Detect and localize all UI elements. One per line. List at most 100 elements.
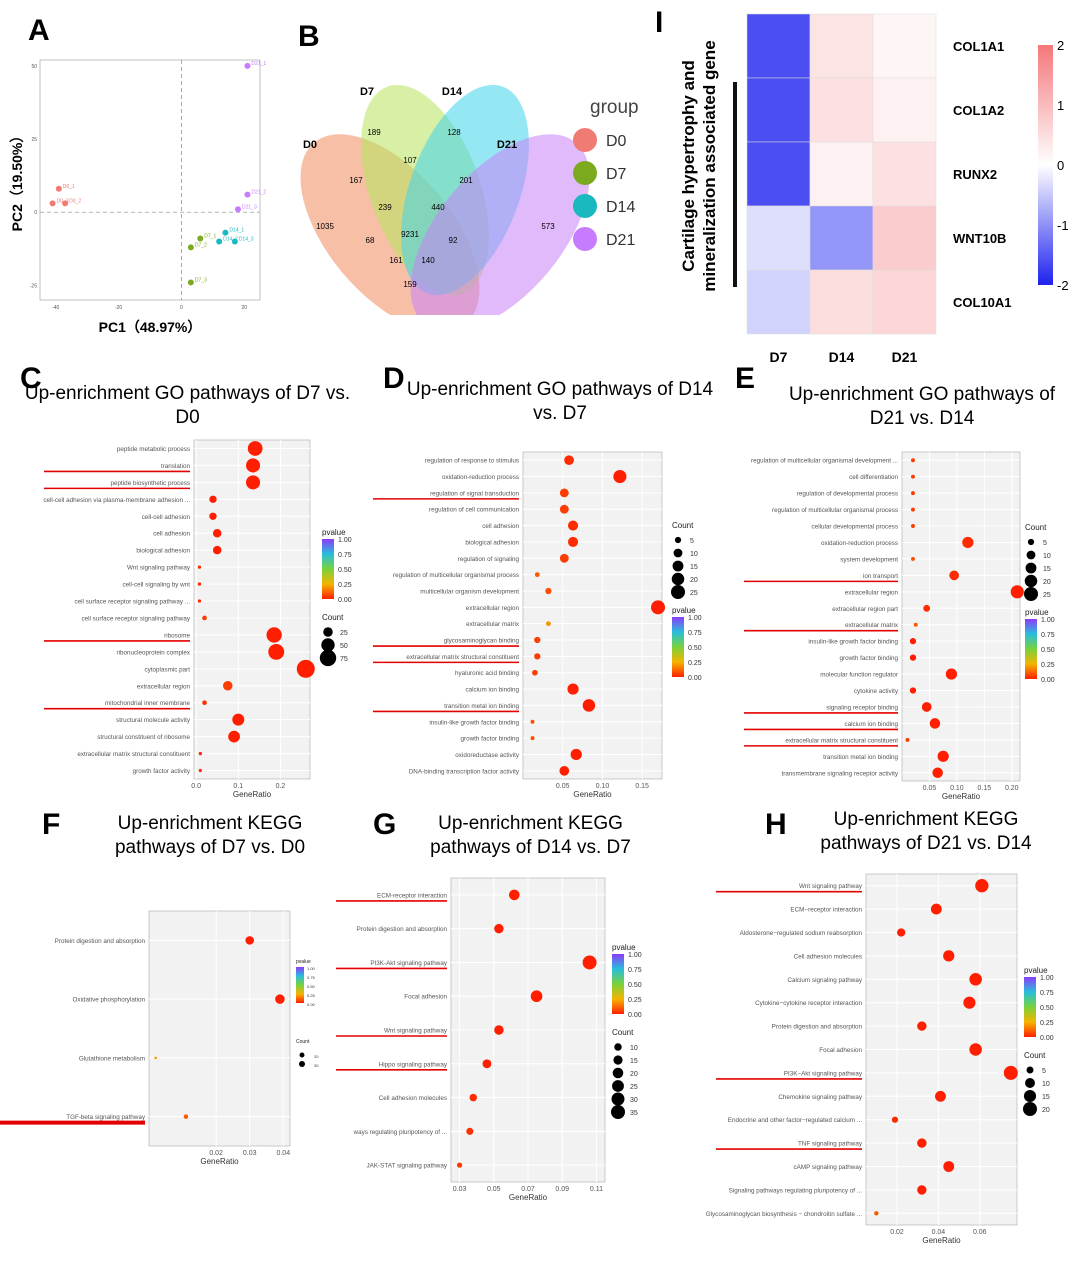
venn-legend-dot: [573, 194, 597, 218]
data-point: [212, 528, 222, 538]
heatmap-row-label: COL1A1: [953, 39, 1004, 54]
legend-count-dot: [611, 1105, 625, 1119]
pca-point: [231, 238, 238, 245]
legend-pvalue-tick: 1.00: [1041, 617, 1055, 624]
venn-region-count: 140: [421, 256, 435, 265]
venn-region-count: 128: [447, 128, 461, 137]
heatmap-row-label: RUNX2: [953, 167, 997, 182]
legend-count-dot: [614, 1043, 622, 1051]
category-label: Oxidative phosphorylation: [73, 997, 146, 1004]
data-point: [494, 1025, 504, 1035]
category-label: Signaling pathways regulating pluripoten…: [729, 1187, 863, 1194]
legend-count-label: 15: [1042, 1094, 1050, 1101]
x-tick-label: 0.20: [1005, 785, 1019, 792]
venn-region-count: 167: [349, 176, 363, 185]
category-label: Wnt signaling pathway: [127, 565, 191, 572]
y-tick: 50: [31, 64, 37, 70]
legend-pvalue-title: pvalue: [1024, 966, 1048, 975]
heatmap-cell: [809, 13, 874, 79]
legend-count-label: 20: [630, 1071, 638, 1078]
legend-pvalue-bar: [296, 967, 304, 1003]
category-label: peptide biosynthetic process: [111, 480, 190, 487]
heatmap-col-label: D21: [892, 349, 918, 365]
data-point: [935, 1090, 946, 1102]
x-tick-label: 0.2: [276, 783, 286, 790]
data-point: [910, 556, 915, 561]
pca-point-label: D0_2: [69, 198, 81, 204]
data-point: [247, 441, 263, 456]
data-point: [559, 765, 570, 776]
legend-count-dot: [321, 638, 335, 652]
category-label: regulation of multicellular organismal p…: [393, 572, 519, 579]
heatmap-row-label: COL10A1: [953, 295, 1012, 310]
legend-pvalue-tick: 0.75: [1040, 990, 1054, 997]
category-label: system development: [840, 556, 898, 563]
x-axis-label: GeneRatio: [573, 790, 612, 799]
legend-pvalue-bar: [1025, 619, 1037, 679]
data-point: [945, 668, 957, 680]
venn-region-count: 159: [403, 280, 417, 289]
legend-count-label: 10: [1042, 1081, 1050, 1088]
pca-point: [55, 185, 62, 192]
data-point: [509, 889, 520, 901]
chart-title: Up-enrichment KEGG pathways of D21 vs. D…: [820, 809, 1032, 854]
category-label: Focal adhesion: [819, 1047, 862, 1054]
pca-point: [235, 206, 241, 213]
y-tick: 25: [31, 137, 37, 143]
legend-count-title: Count: [1024, 1051, 1046, 1060]
data-point: [197, 565, 202, 569]
panel-label-e: E: [735, 362, 756, 395]
data-point: [969, 973, 982, 986]
data-point: [582, 699, 596, 712]
category-label: DNA-binding transcription factor activit…: [409, 768, 520, 775]
data-point: [534, 653, 541, 660]
legend-pvalue-tick: 0.25: [628, 997, 642, 1004]
legend-count-label: 20: [1042, 1107, 1050, 1114]
category-label: structural molecule activity: [116, 717, 191, 724]
venn-region-count: 239: [378, 203, 392, 212]
pca-point-label: D14_1: [229, 228, 244, 234]
category-label: Calcium signaling pathway: [787, 977, 862, 984]
data-point: [209, 512, 217, 520]
y-axis-label: PC2（19.50%）: [9, 129, 25, 232]
venn-region-count: 189: [367, 128, 381, 137]
legend-count-dot: [1023, 1089, 1037, 1103]
category-label: extracellular matrix structural constitu…: [77, 751, 190, 758]
legend-count-dot: [671, 585, 685, 599]
data-point: [456, 1162, 463, 1168]
data-point: [567, 536, 579, 547]
legend-count-label: 5: [1042, 1068, 1046, 1075]
pca-point: [187, 244, 194, 251]
heatmap-cell: [746, 269, 811, 335]
data-point: [564, 455, 574, 466]
category-label: cAMP signaling pathway: [794, 1164, 863, 1171]
venn-legend-label: D0: [606, 133, 627, 150]
data-point: [1010, 585, 1024, 599]
heatmap-cell: [872, 13, 937, 79]
heatmap-cell: [872, 77, 937, 143]
heatmap-row-label: COL1A2: [953, 103, 1004, 118]
chart-title: Up-enrichment GO pathways of D7 vs. D0: [24, 383, 351, 428]
data-point: [559, 488, 569, 498]
category-label: glycosaminoglycan binding: [444, 638, 520, 645]
legend-count-label: 10: [690, 551, 698, 558]
data-point: [559, 504, 569, 514]
legend-pvalue-tick: 0.00: [688, 675, 702, 682]
data-point: [874, 1211, 879, 1216]
category-label: extracellular region: [137, 683, 191, 690]
data-point: [567, 683, 579, 695]
color-scale-tick: 1: [1057, 98, 1064, 113]
x-axis-label: PC1（48.97%）: [99, 319, 202, 335]
data-point: [570, 748, 582, 761]
legend-pvalue-tick: 0.00: [628, 1012, 642, 1019]
legend-pvalue-tick: 0.00: [1041, 677, 1055, 684]
data-point: [268, 643, 285, 660]
legend-pvalue-tick: 0.00: [1040, 1035, 1054, 1042]
category-label: Glycosaminoglycan biosynthesis − chondro…: [706, 1211, 863, 1218]
data-point: [651, 600, 666, 615]
x-tick-label: 0.05: [487, 1186, 501, 1193]
legend-pvalue-tick: 1.00: [628, 952, 642, 959]
